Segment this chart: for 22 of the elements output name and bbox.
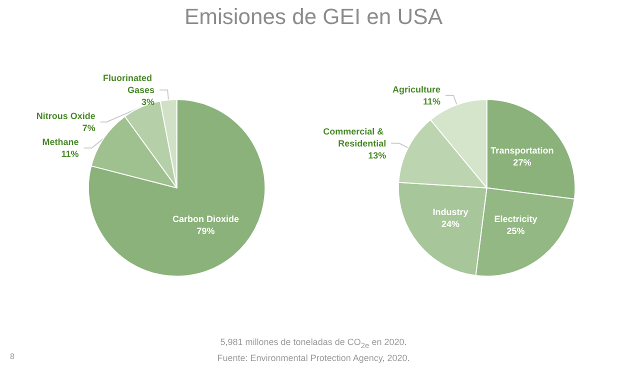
slice-label: Nitrous Oxide [36,110,96,121]
source-note: Fuente: Environmental Protection Agency, 2020. [217,352,410,363]
slice-label: Methane [42,136,79,147]
text: 5,981 millones de toneladas de CO$_{2e}$ en 2020. [219,336,408,352]
slice-label: Carbon Dioxide [172,214,239,224]
text: 8 [10,352,14,361]
slice-label: Industry [432,206,468,217]
data-label: 11% [61,148,79,159]
slice-label: Transportation [490,146,554,156]
slice-label: Agriculture [392,84,440,94]
slice-label: Commercial & Residential [323,126,386,148]
data-label: 25% [506,226,525,236]
slice-label: Fluorinated Gases [103,72,155,95]
data-label: 27% [513,158,532,168]
data-label: 11% [422,96,440,106]
slice-label: Electricity [494,214,538,224]
data-label: 3% [142,96,155,107]
text: Emisiones de GEI en USA [183,3,444,31]
data-label: 79% [196,226,215,236]
data-label: 13% [368,150,386,160]
data-label: 7% [82,122,96,133]
data-label: 24% [441,218,460,229]
